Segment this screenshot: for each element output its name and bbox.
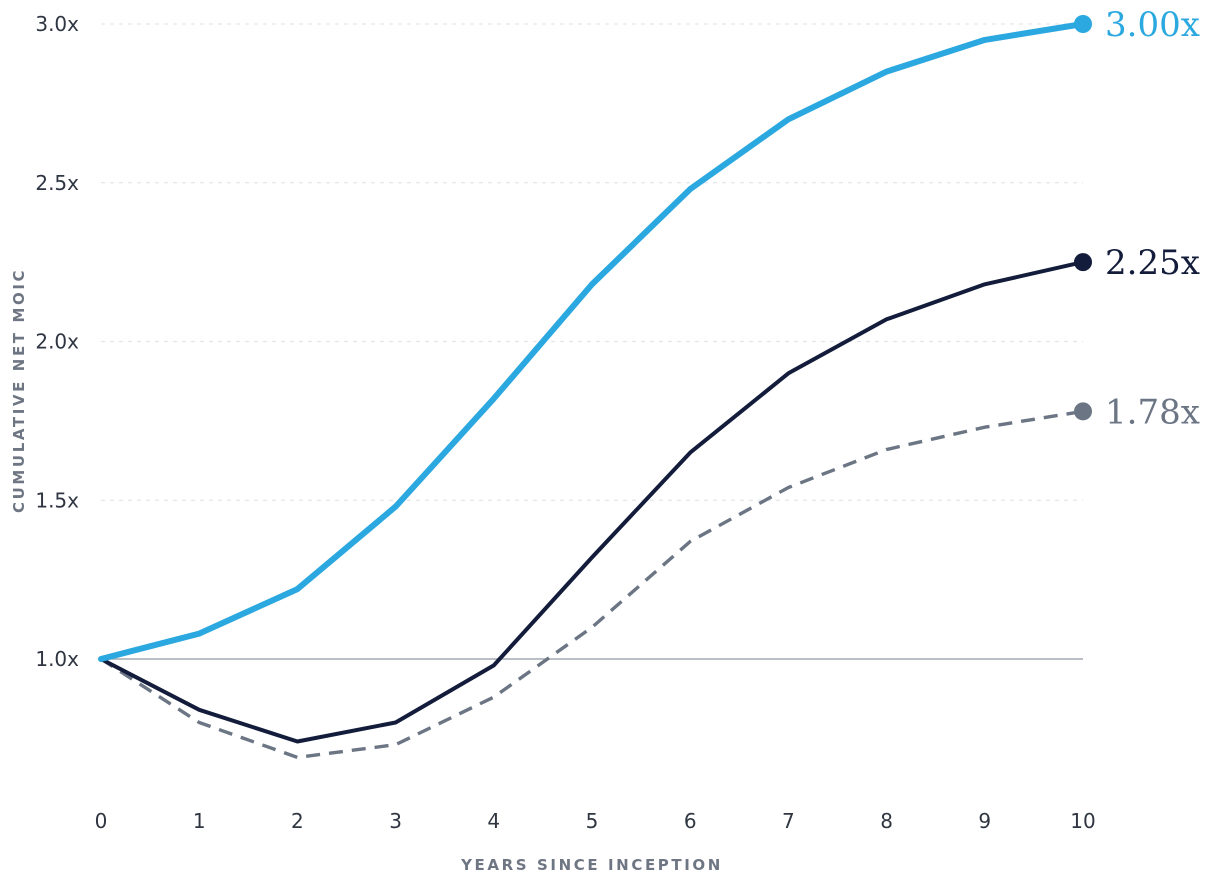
x-tick-label: 1 bbox=[193, 809, 206, 833]
y-tick-label: 1.5x bbox=[35, 488, 79, 512]
end-marker-middle bbox=[1074, 253, 1092, 272]
y-axis-ticks: 1.0x 1.5x 2.0x 2.5x 3.0x bbox=[35, 12, 79, 671]
x-tick-label: 8 bbox=[880, 809, 893, 833]
end-label-middle: 2.25x bbox=[1105, 243, 1200, 283]
series-line-middle bbox=[99, 260, 1085, 744]
y-axis-title: CUMULATIVE NET MOIC bbox=[10, 268, 28, 513]
x-tick-label: 9 bbox=[978, 809, 991, 833]
x-axis-title: YEARS SINCE INCEPTION bbox=[460, 856, 723, 874]
grid-lines bbox=[101, 23, 1083, 501]
y-tick-label: 2.5x bbox=[35, 171, 79, 195]
end-label-top: 3.00x bbox=[1105, 5, 1200, 45]
x-tick-label: 5 bbox=[586, 809, 599, 833]
x-tick-label: 10 bbox=[1070, 809, 1095, 833]
series-line-bottom bbox=[100, 409, 1084, 760]
end-marker-bottom bbox=[1074, 402, 1092, 421]
y-tick-label: 2.0x bbox=[35, 330, 79, 354]
x-axis-ticks: 0 1 2 3 4 5 6 7 8 9 10 bbox=[95, 809, 1096, 833]
series-line-top bbox=[98, 21, 1086, 662]
x-tick-label: 6 bbox=[684, 809, 697, 833]
x-tick-label: 7 bbox=[782, 809, 795, 833]
x-tick-label: 4 bbox=[487, 809, 500, 833]
y-tick-label: 1.0x bbox=[35, 647, 79, 671]
end-label-bottom: 1.78x bbox=[1105, 392, 1200, 432]
x-tick-label: 3 bbox=[389, 809, 402, 833]
x-tick-label: 0 bbox=[95, 809, 108, 833]
y-tick-label: 3.0x bbox=[35, 12, 79, 36]
end-marker-top bbox=[1074, 15, 1092, 33]
series-lines: 1.78x 2.25x 3.00x bbox=[98, 5, 1200, 760]
x-tick-label: 2 bbox=[291, 809, 304, 833]
